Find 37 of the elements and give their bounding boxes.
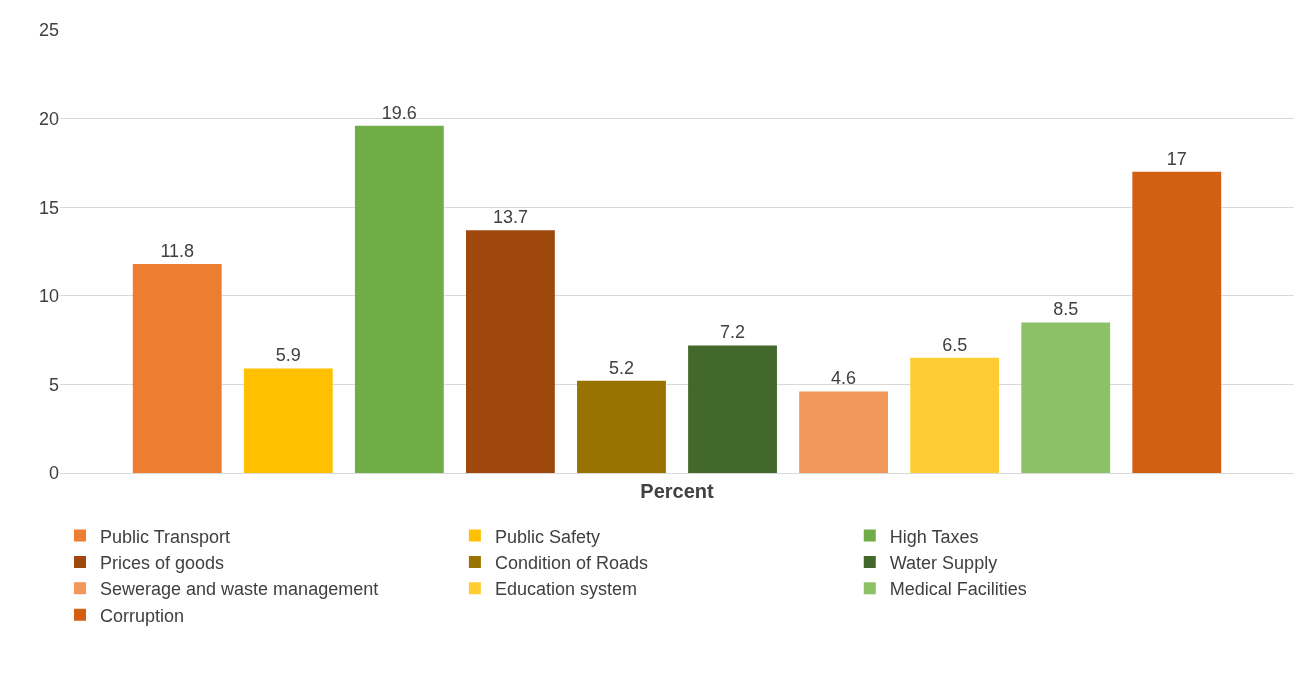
legend-label: Public Transport xyxy=(100,526,231,547)
y-tick-label: 10 xyxy=(38,286,59,307)
bar xyxy=(577,380,666,473)
legend-label: High Taxes xyxy=(889,526,979,547)
bar xyxy=(910,357,1000,473)
legend-label: Prices of goods xyxy=(100,552,225,573)
data-label: 13.7 xyxy=(492,207,528,228)
data-label: 8.5 xyxy=(1053,299,1079,320)
data-label: 19.6 xyxy=(381,102,417,123)
bar xyxy=(1132,171,1222,473)
bar xyxy=(354,125,444,473)
data-label: 7.2 xyxy=(720,322,746,343)
bar xyxy=(132,263,222,473)
legend-label: Sewerage and waste management xyxy=(100,579,379,600)
legend-label: Condition of Roads xyxy=(494,552,648,573)
data-label: 4.6 xyxy=(831,368,857,389)
data-label: 17 xyxy=(1166,148,1187,169)
y-tick-label: 0 xyxy=(48,463,59,484)
data-label: 5.2 xyxy=(608,357,634,378)
legend-label: Water Supply xyxy=(889,552,998,573)
data-label: 6.5 xyxy=(942,334,968,355)
legend-label: Public Safety xyxy=(494,526,600,547)
bar xyxy=(1021,322,1111,473)
bar xyxy=(243,368,333,473)
y-tick-label: 20 xyxy=(38,108,59,129)
bar xyxy=(799,391,889,473)
bar xyxy=(465,230,555,473)
y-tick-label: 15 xyxy=(38,197,59,218)
legend-label: Corruption xyxy=(100,605,185,626)
y-tick-label: 5 xyxy=(48,374,59,395)
y-tick-label: 25 xyxy=(38,20,59,41)
legend-label: Medical Facilities xyxy=(889,579,1027,600)
legend-label: Education system xyxy=(494,579,637,600)
data-label: 11.8 xyxy=(160,240,195,261)
bar xyxy=(688,345,777,473)
x-tick-label: Percent xyxy=(640,480,715,502)
data-label: 5.9 xyxy=(275,345,301,366)
